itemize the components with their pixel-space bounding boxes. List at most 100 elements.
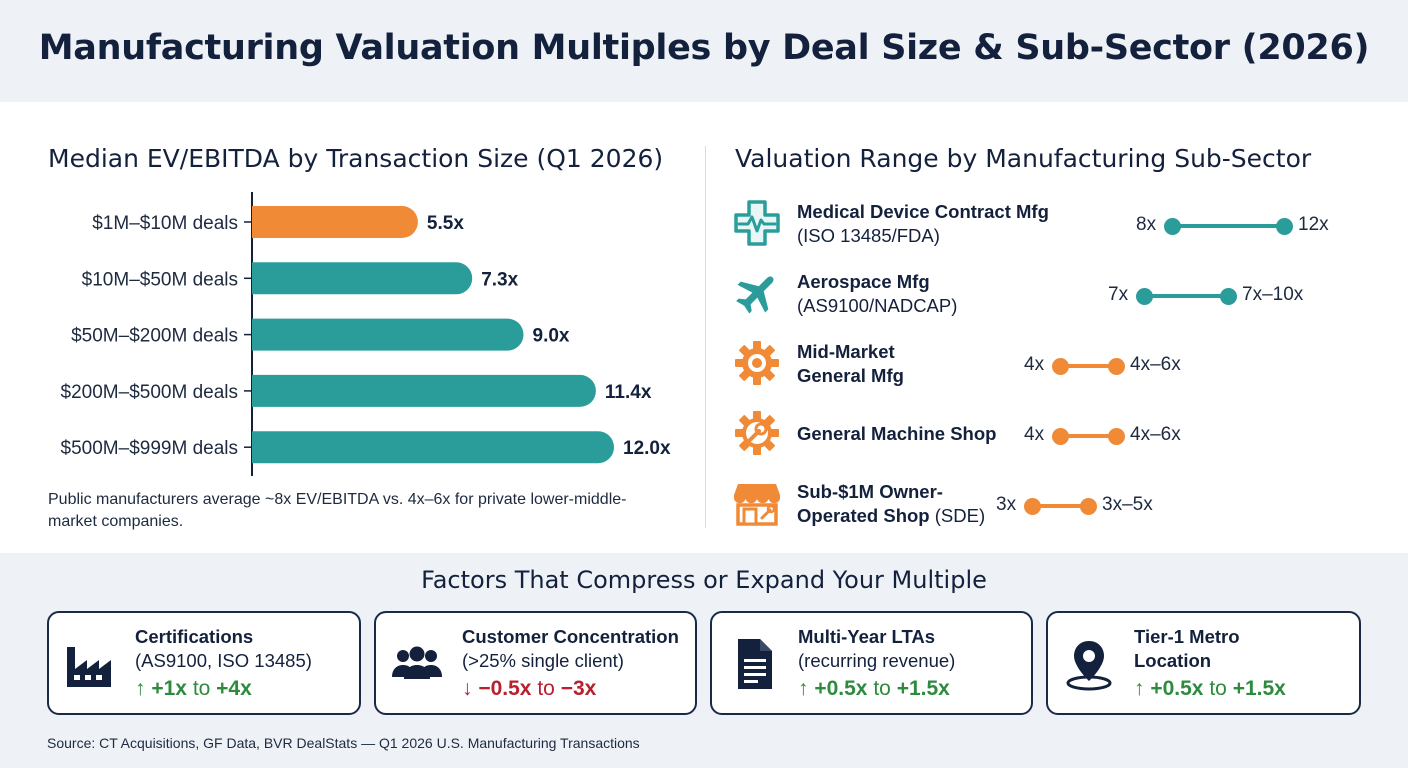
impact-to: +1.5x (1232, 677, 1286, 700)
impact-to-word: to (537, 677, 555, 700)
impact-to-word: to (1209, 677, 1227, 700)
factor-card-certifications: Certifications (AS9100, ISO 13485) ↑ +1x… (47, 611, 361, 715)
impact-from: +1x (151, 677, 187, 700)
range-high-label: 3x–5x (1102, 494, 1153, 515)
sector-row-aerospace: Aerospace Mfg (AS9100/NADCAP) 7x 7x–10x (732, 268, 1392, 324)
range-low-dot (1051, 357, 1069, 375)
range-high-dot (1107, 357, 1125, 375)
impact-to-word: to (192, 677, 211, 700)
factor-subtitle: (AS9100, ISO 13485) (135, 650, 312, 671)
impact-to-word: to (873, 677, 891, 700)
sector-name-line2: General Mfg (797, 365, 904, 386)
storefront-icon (734, 484, 780, 526)
range-low-dot (1051, 427, 1069, 445)
factors-title: Factors That Compress or Expand Your Mul… (421, 566, 987, 594)
range-line (1060, 364, 1116, 368)
up-arrow-icon: ↑ (135, 677, 146, 700)
bar (252, 374, 596, 407)
range-high-dot (1107, 427, 1125, 445)
gear-icon (735, 341, 779, 385)
bar (252, 431, 614, 464)
range-high-label: 4x–6x (1130, 424, 1181, 445)
document-icon (738, 639, 772, 689)
medical-cross-icon (734, 200, 780, 246)
range-chart-title: Valuation Range by Manufacturing Sub-Sec… (735, 144, 1312, 173)
range-line (1172, 224, 1284, 228)
location-pin-icon (1066, 641, 1112, 691)
range-high-label: 7x–10x (1242, 284, 1304, 305)
gear-wrench-icon (735, 411, 779, 455)
range-low-label: 3x (996, 494, 1017, 515)
up-arrow-icon: ↑ (798, 677, 809, 700)
sector-label: General Machine Shop (797, 422, 996, 446)
sector-label: Aerospace Mfg (AS9100/NADCAP) (797, 270, 957, 318)
data-label: 11.4x (605, 382, 652, 403)
header-band (0, 0, 1408, 102)
impact-from: −0.5x (478, 677, 532, 700)
sector-detail: (AS9100/NADCAP) (797, 295, 958, 316)
range-low-dot (1023, 497, 1041, 515)
up-arrow-icon: ↑ (1134, 677, 1145, 700)
data-label: 5.5x (427, 213, 464, 234)
factor-subtitle: (recurring revenue) (798, 650, 956, 671)
impact-to: −3x (560, 677, 597, 700)
range-line (1032, 504, 1088, 508)
category-label: $200M–$500M deals (61, 382, 238, 403)
factor-impact: ↑ +0.5x to +1.5x (798, 677, 950, 701)
factory-icon (67, 647, 111, 687)
factor-card-tier1-metro: Tier-1 Metro Location ↑ +0.5x to +1.5x (1046, 611, 1361, 715)
range-high-dot (1219, 287, 1237, 305)
sector-name: Sub-$1M Owner- (797, 481, 943, 502)
category-label: $10M–$50M deals (82, 269, 238, 290)
factor-card-multi-year-ltas: Multi-Year LTAs (recurring revenue) ↑ +0… (710, 611, 1033, 715)
impact-to: +1.5x (896, 677, 950, 700)
sector-row-medical: Medical Device Contract Mfg (ISO 13485/F… (732, 198, 1392, 254)
category-label: $1M–$10M deals (92, 213, 238, 234)
factor-title: Tier-1 Metro (1134, 626, 1240, 647)
range-bar: 3x 3x–5x (732, 478, 1392, 534)
panel-divider (705, 146, 706, 528)
range-line (1060, 434, 1116, 438)
factor-title: Certifications (135, 626, 254, 647)
sector-name: Medical Device Contract Mfg (797, 201, 1049, 222)
sector-name: Mid-Market (797, 341, 895, 362)
sector-detail: (ISO 13485/FDA) (797, 225, 940, 246)
factor-impact: ↓ −0.5x to −3x (462, 677, 596, 701)
chart-note: Public manufacturers average ~8x EV/EBIT… (48, 491, 627, 530)
bar-chart: $1M–$10M deals 5.5x $10M–$50M deals 7.3x $50… (61, 192, 671, 476)
data-label: 12.0x (623, 438, 671, 459)
source-note: Source: CT Acquisitions, GF Data, BVR De… (47, 735, 640, 751)
range-low-label: 4x (1024, 424, 1045, 445)
range-low-label: 7x (1108, 284, 1129, 305)
range-high-label: 4x–6x (1130, 354, 1181, 375)
range-high-dot (1079, 497, 1097, 515)
factor-title: Customer Concentration (462, 626, 679, 647)
impact-from: +0.5x (1150, 677, 1204, 700)
range-bar: 4x 4x–6x (732, 338, 1392, 394)
data-label: 9.0x (533, 326, 570, 347)
factor-card-customer-concentration: Customer Concentration (>25% single clie… (374, 611, 697, 715)
people-group-icon (392, 646, 442, 679)
category-label: $500M–$999M deals (61, 438, 238, 459)
bar (252, 318, 524, 351)
down-arrow-icon: ↓ (462, 677, 473, 700)
sector-label: Sub-$1M Owner- Operated Shop (SDE) (797, 480, 985, 528)
impact-to: +4x (216, 677, 252, 700)
factor-subtitle: (>25% single client) (462, 650, 624, 671)
factor-impact: ↑ +1x to +4x (135, 677, 252, 701)
factor-subtitle: Location (1134, 650, 1212, 671)
factor-title: Multi-Year LTAs (798, 626, 936, 647)
range-high-label: 12x (1298, 214, 1329, 235)
sector-detail: (SDE) (934, 505, 986, 526)
sector-label: Mid-Market General Mfg (797, 340, 904, 388)
sector-row-machine-shop: General Machine Shop 4x 4x–6x (732, 408, 1392, 464)
sector-name: General Machine Shop (797, 423, 997, 444)
sector-name-line2: Operated Shop (797, 505, 930, 526)
range-bar: 4x 4x–6x (732, 408, 1392, 464)
bar (252, 262, 473, 295)
sector-row-mid-market: Mid-Market General Mfg 4x 4x–6x (732, 338, 1392, 394)
range-bar: 8x 12x (732, 198, 1392, 254)
range-low-label: 4x (1024, 354, 1045, 375)
bar-chart-title: Median EV/EBITDA by Transaction Size (Q1… (48, 144, 664, 173)
page-title: Manufacturing Valuation Multiples by Dea… (38, 28, 1370, 68)
